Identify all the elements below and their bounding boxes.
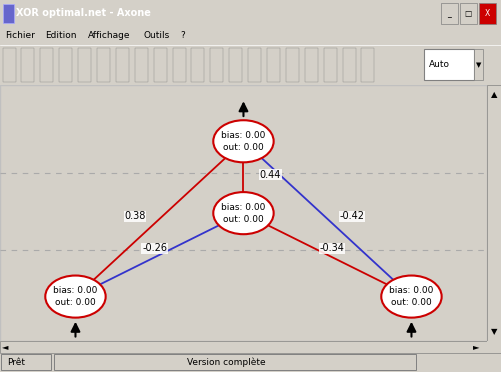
Text: Affichage: Affichage (88, 31, 130, 40)
FancyBboxPatch shape (153, 48, 166, 81)
Text: Outils: Outils (143, 31, 169, 40)
Text: Fichier: Fichier (5, 31, 35, 40)
Text: Version complète: Version complète (186, 357, 265, 367)
FancyBboxPatch shape (342, 48, 355, 81)
Text: _: _ (446, 9, 450, 18)
Bar (3, 4, 14, 23)
FancyBboxPatch shape (304, 48, 317, 81)
Text: bias: 0.00
out: 0.00: bias: 0.00 out: 0.00 (221, 203, 265, 224)
Text: XOR optimal.net - Axone: XOR optimal.net - Axone (16, 9, 151, 18)
Text: Auto: Auto (428, 60, 449, 69)
FancyBboxPatch shape (78, 48, 91, 81)
Text: □: □ (464, 9, 471, 18)
FancyBboxPatch shape (210, 48, 223, 81)
Text: -0.42: -0.42 (339, 211, 364, 221)
Ellipse shape (381, 276, 441, 318)
FancyBboxPatch shape (440, 3, 457, 24)
FancyBboxPatch shape (40, 48, 53, 81)
Text: ▼: ▼ (475, 62, 480, 68)
FancyBboxPatch shape (134, 48, 147, 81)
FancyBboxPatch shape (172, 48, 185, 81)
FancyBboxPatch shape (267, 48, 280, 81)
Text: -0.34: -0.34 (319, 243, 344, 253)
FancyBboxPatch shape (478, 3, 495, 24)
Ellipse shape (45, 276, 105, 318)
Text: bias: 0.00
out: 0.00: bias: 0.00 out: 0.00 (388, 286, 433, 307)
Text: bias: 0.00
out: 0.00: bias: 0.00 out: 0.00 (53, 286, 98, 307)
FancyBboxPatch shape (323, 48, 336, 81)
FancyBboxPatch shape (97, 48, 110, 81)
FancyBboxPatch shape (361, 48, 374, 81)
Text: -0.26: -0.26 (142, 243, 167, 253)
FancyBboxPatch shape (1, 354, 51, 371)
Ellipse shape (213, 192, 273, 234)
FancyBboxPatch shape (54, 354, 415, 371)
Text: ►: ► (472, 343, 478, 352)
FancyBboxPatch shape (285, 48, 298, 81)
FancyBboxPatch shape (459, 3, 476, 24)
Text: ?: ? (180, 31, 185, 40)
Text: 0.44: 0.44 (259, 170, 281, 180)
FancyBboxPatch shape (116, 48, 129, 81)
Text: 0.38: 0.38 (124, 211, 145, 221)
FancyBboxPatch shape (473, 49, 482, 80)
FancyBboxPatch shape (59, 48, 72, 81)
Ellipse shape (213, 120, 273, 162)
Text: ▼: ▼ (490, 327, 496, 336)
FancyBboxPatch shape (3, 48, 16, 81)
Text: Prêt: Prêt (8, 358, 26, 367)
Text: X: X (484, 9, 489, 18)
Text: ▲: ▲ (490, 90, 496, 99)
Text: ◄: ◄ (3, 343, 9, 352)
FancyBboxPatch shape (247, 48, 261, 81)
Text: bias: 0.00
out: 0.00: bias: 0.00 out: 0.00 (221, 131, 265, 152)
FancyBboxPatch shape (229, 48, 242, 81)
FancyBboxPatch shape (191, 48, 204, 81)
Text: Edition: Edition (45, 31, 77, 40)
FancyBboxPatch shape (423, 49, 473, 80)
FancyBboxPatch shape (22, 48, 35, 81)
